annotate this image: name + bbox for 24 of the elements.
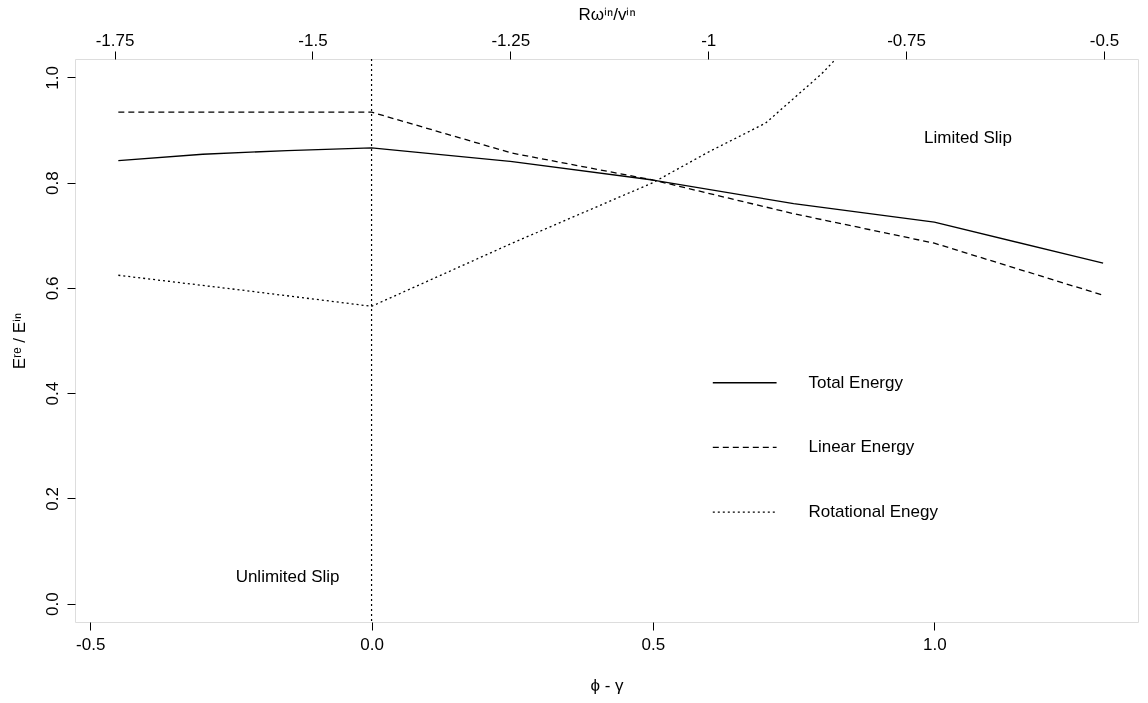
x2-tick-label: -1.75 bbox=[95, 30, 135, 50]
x-tick-label: -0.5 bbox=[76, 634, 106, 654]
legend-label: Linear Energy bbox=[808, 437, 915, 457]
x-tick-label: 1.0 bbox=[922, 634, 947, 654]
x2-axis-title: Rωⁱⁿ/vⁱⁿ bbox=[578, 4, 636, 24]
x2-tick-label: -1.25 bbox=[491, 30, 531, 50]
x-tick-label: 0.5 bbox=[641, 634, 666, 654]
x-tick-label: 0.0 bbox=[360, 634, 384, 654]
y-axis-title: Eʳᵉ / Eⁱⁿ bbox=[9, 312, 29, 370]
annotation: Limited Slip bbox=[923, 127, 1012, 147]
legend-label: Rotational Enegy bbox=[808, 502, 939, 522]
legend-label: Total Energy bbox=[808, 372, 904, 392]
y-tick-label: 1.0 bbox=[42, 66, 62, 90]
x2-tick-label: -0.75 bbox=[887, 30, 926, 50]
y-tick-label: 0.0 bbox=[42, 592, 62, 616]
x2-tick-label: -1.5 bbox=[298, 30, 328, 50]
y-tick-label: 0.4 bbox=[42, 381, 62, 406]
y-tick-label: 0.8 bbox=[42, 171, 62, 195]
y-tick-label: 0.2 bbox=[42, 487, 62, 511]
annotation: Unlimited Slip bbox=[235, 566, 340, 586]
x2-tick-label: -1 bbox=[701, 30, 717, 50]
y-tick-label: 0.6 bbox=[42, 276, 62, 301]
x2-tick-label: -0.5 bbox=[1089, 30, 1120, 50]
x-axis-title: ϕ - γ bbox=[590, 675, 625, 695]
